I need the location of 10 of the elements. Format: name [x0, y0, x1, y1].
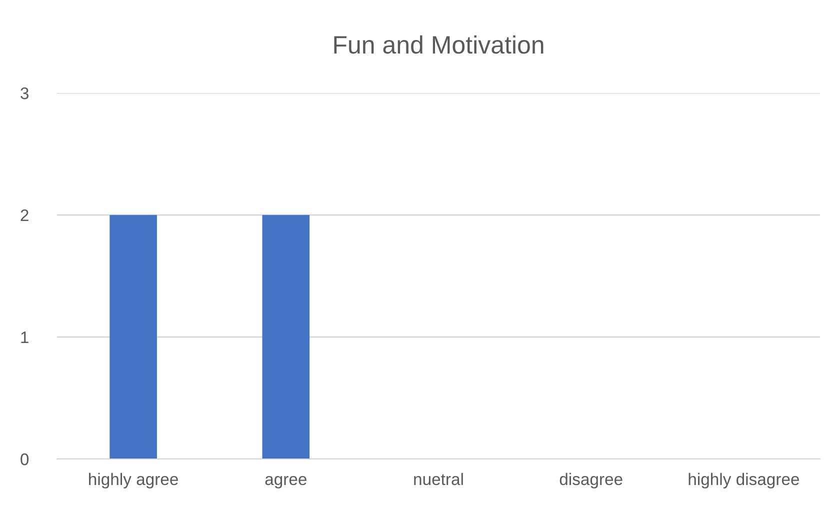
x-tick-label: nuetral [414, 472, 463, 486]
y-tick-label: 1 [21, 332, 28, 344]
x-tick-label: agree [265, 476, 306, 488]
y-tick-label: 0 [20, 453, 29, 466]
y-tick-label: 2 [20, 209, 28, 222]
x-tick-label: highly agree [89, 472, 178, 488]
x-tick-label: highly disagree [688, 472, 800, 488]
x-tick-label: disagree [560, 472, 622, 488]
chart-title: Fun and Motivation [334, 35, 544, 54]
y-tick-label: 3 [20, 87, 28, 100]
